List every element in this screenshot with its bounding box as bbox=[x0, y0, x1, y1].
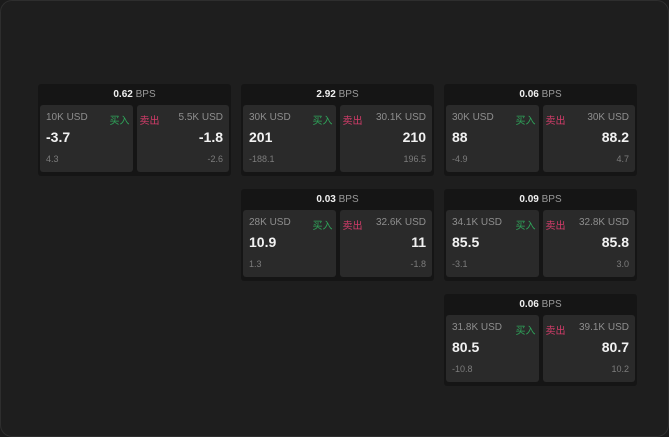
buy-price: 10.9 bbox=[249, 234, 277, 250]
buy-cell[interactable]: 30K USD 买入 88 -4.9 bbox=[446, 105, 539, 172]
buy-change: 1.3 bbox=[249, 259, 262, 269]
sell-change: 10.2 bbox=[611, 364, 629, 374]
sell-price: 210 bbox=[402, 129, 426, 145]
sell-quantity: 5.5K USD bbox=[178, 112, 223, 123]
sell-price: 85.8 bbox=[601, 234, 629, 250]
buy-label: 买入 bbox=[312, 116, 333, 127]
price-tile: 0.06 BPS 30K USD 买入 88 -4.9 卖出 30K USD 8… bbox=[444, 84, 637, 176]
spread-value: 2.92 bbox=[316, 89, 336, 100]
spread-value: 0.06 bbox=[519, 299, 539, 310]
sell-label: 卖出 bbox=[342, 221, 363, 232]
sell-cell[interactable]: 卖出 30.1K USD 210 196.5 bbox=[339, 105, 432, 172]
buy-quantity: 28K USD bbox=[249, 217, 291, 228]
spread-header: 0.09 BPS bbox=[444, 189, 637, 210]
sell-quantity: 30.1K USD bbox=[375, 112, 426, 123]
buy-change: -188.1 bbox=[249, 154, 275, 164]
buy-price: 88 bbox=[452, 129, 468, 145]
spread-value: 0.03 bbox=[316, 194, 336, 205]
spread-header: 0.62 BPS bbox=[38, 84, 231, 105]
buy-price: 201 bbox=[249, 129, 273, 145]
spread-unit: BPS bbox=[338, 194, 359, 205]
spread-unit: BPS bbox=[541, 89, 562, 100]
buy-price: 85.5 bbox=[452, 234, 480, 250]
buy-price: 80.5 bbox=[452, 339, 480, 355]
buy-change: -4.9 bbox=[452, 154, 468, 164]
buy-change: 4.3 bbox=[46, 154, 59, 164]
sell-price: -1.8 bbox=[198, 129, 223, 145]
sell-label: 卖出 bbox=[545, 326, 566, 337]
sell-cell[interactable]: 卖出 32.6K USD 11 -1.8 bbox=[339, 210, 432, 277]
sell-label: 卖出 bbox=[139, 116, 160, 127]
buy-cell[interactable]: 34.1K USD 买入 85.5 -3.1 bbox=[446, 210, 539, 277]
sell-cell[interactable]: 卖出 32.8K USD 85.8 3.0 bbox=[542, 210, 635, 277]
price-tile: 0.03 BPS 28K USD 买入 10.9 1.3 卖出 32.6K US… bbox=[241, 189, 434, 281]
spread-header: 0.06 BPS bbox=[444, 84, 637, 105]
sell-quantity: 39.1K USD bbox=[578, 322, 629, 333]
buy-quantity: 30K USD bbox=[452, 112, 494, 123]
sell-quantity: 32.8K USD bbox=[578, 217, 629, 228]
sell-cell[interactable]: 卖出 5.5K USD -1.8 -2.6 bbox=[136, 105, 229, 172]
sell-quantity: 30K USD bbox=[587, 112, 629, 123]
sell-cell[interactable]: 卖出 39.1K USD 80.7 10.2 bbox=[542, 315, 635, 382]
spread-header: 2.92 BPS bbox=[241, 84, 434, 105]
sell-change: 3.0 bbox=[616, 259, 629, 269]
spread-header: 0.06 BPS bbox=[444, 294, 637, 315]
buy-quantity: 34.1K USD bbox=[452, 217, 503, 228]
sell-price: 80.7 bbox=[601, 339, 629, 355]
sell-label: 卖出 bbox=[545, 116, 566, 127]
sell-quantity: 32.6K USD bbox=[375, 217, 426, 228]
spread-value: 0.06 bbox=[519, 89, 539, 100]
price-tile: 2.92 BPS 30K USD 买入 201 -188.1 卖出 30.1K … bbox=[241, 84, 434, 176]
buy-cell[interactable]: 30K USD 买入 201 -188.1 bbox=[243, 105, 336, 172]
buy-cell[interactable]: 10K USD 买入 -3.7 4.3 bbox=[40, 105, 133, 172]
spread-unit: BPS bbox=[135, 89, 156, 100]
price-tile: 0.06 BPS 31.8K USD 买入 80.5 -10.8 卖出 39.1… bbox=[444, 294, 637, 386]
buy-change: -10.8 bbox=[452, 364, 473, 374]
spread-unit: BPS bbox=[541, 299, 562, 310]
sell-label: 卖出 bbox=[342, 116, 363, 127]
sell-label: 卖出 bbox=[545, 221, 566, 232]
sell-change: -1.8 bbox=[410, 259, 426, 269]
buy-cell[interactable]: 28K USD 买入 10.9 1.3 bbox=[243, 210, 336, 277]
buy-quantity: 30K USD bbox=[249, 112, 291, 123]
sell-cell[interactable]: 卖出 30K USD 88.2 4.7 bbox=[542, 105, 635, 172]
buy-label: 买入 bbox=[515, 221, 536, 232]
spread-value: 0.62 bbox=[113, 89, 133, 100]
sell-price: 11 bbox=[411, 234, 426, 250]
buy-label: 买入 bbox=[312, 221, 333, 232]
buy-change: -3.1 bbox=[452, 259, 468, 269]
spread-header: 0.03 BPS bbox=[241, 189, 434, 210]
buy-label: 买入 bbox=[515, 116, 536, 127]
sell-price: 88.2 bbox=[601, 129, 629, 145]
spread-unit: BPS bbox=[338, 89, 359, 100]
spread-value: 0.09 bbox=[519, 194, 539, 205]
buy-quantity: 31.8K USD bbox=[452, 322, 503, 333]
sell-change: -2.6 bbox=[207, 154, 223, 164]
price-tile: 0.62 BPS 10K USD 买入 -3.7 4.3 卖出 5.5K USD… bbox=[38, 84, 231, 176]
spread-unit: BPS bbox=[541, 194, 562, 205]
price-tile: 0.09 BPS 34.1K USD 买入 85.5 -3.1 卖出 32.8K… bbox=[444, 189, 637, 281]
buy-quantity: 10K USD bbox=[46, 112, 88, 123]
buy-cell[interactable]: 31.8K USD 买入 80.5 -10.8 bbox=[446, 315, 539, 382]
buy-price: -3.7 bbox=[46, 129, 71, 145]
sell-change: 196.5 bbox=[403, 154, 426, 164]
sell-change: 4.7 bbox=[616, 154, 629, 164]
buy-label: 买入 bbox=[515, 326, 536, 337]
buy-label: 买入 bbox=[109, 116, 130, 127]
